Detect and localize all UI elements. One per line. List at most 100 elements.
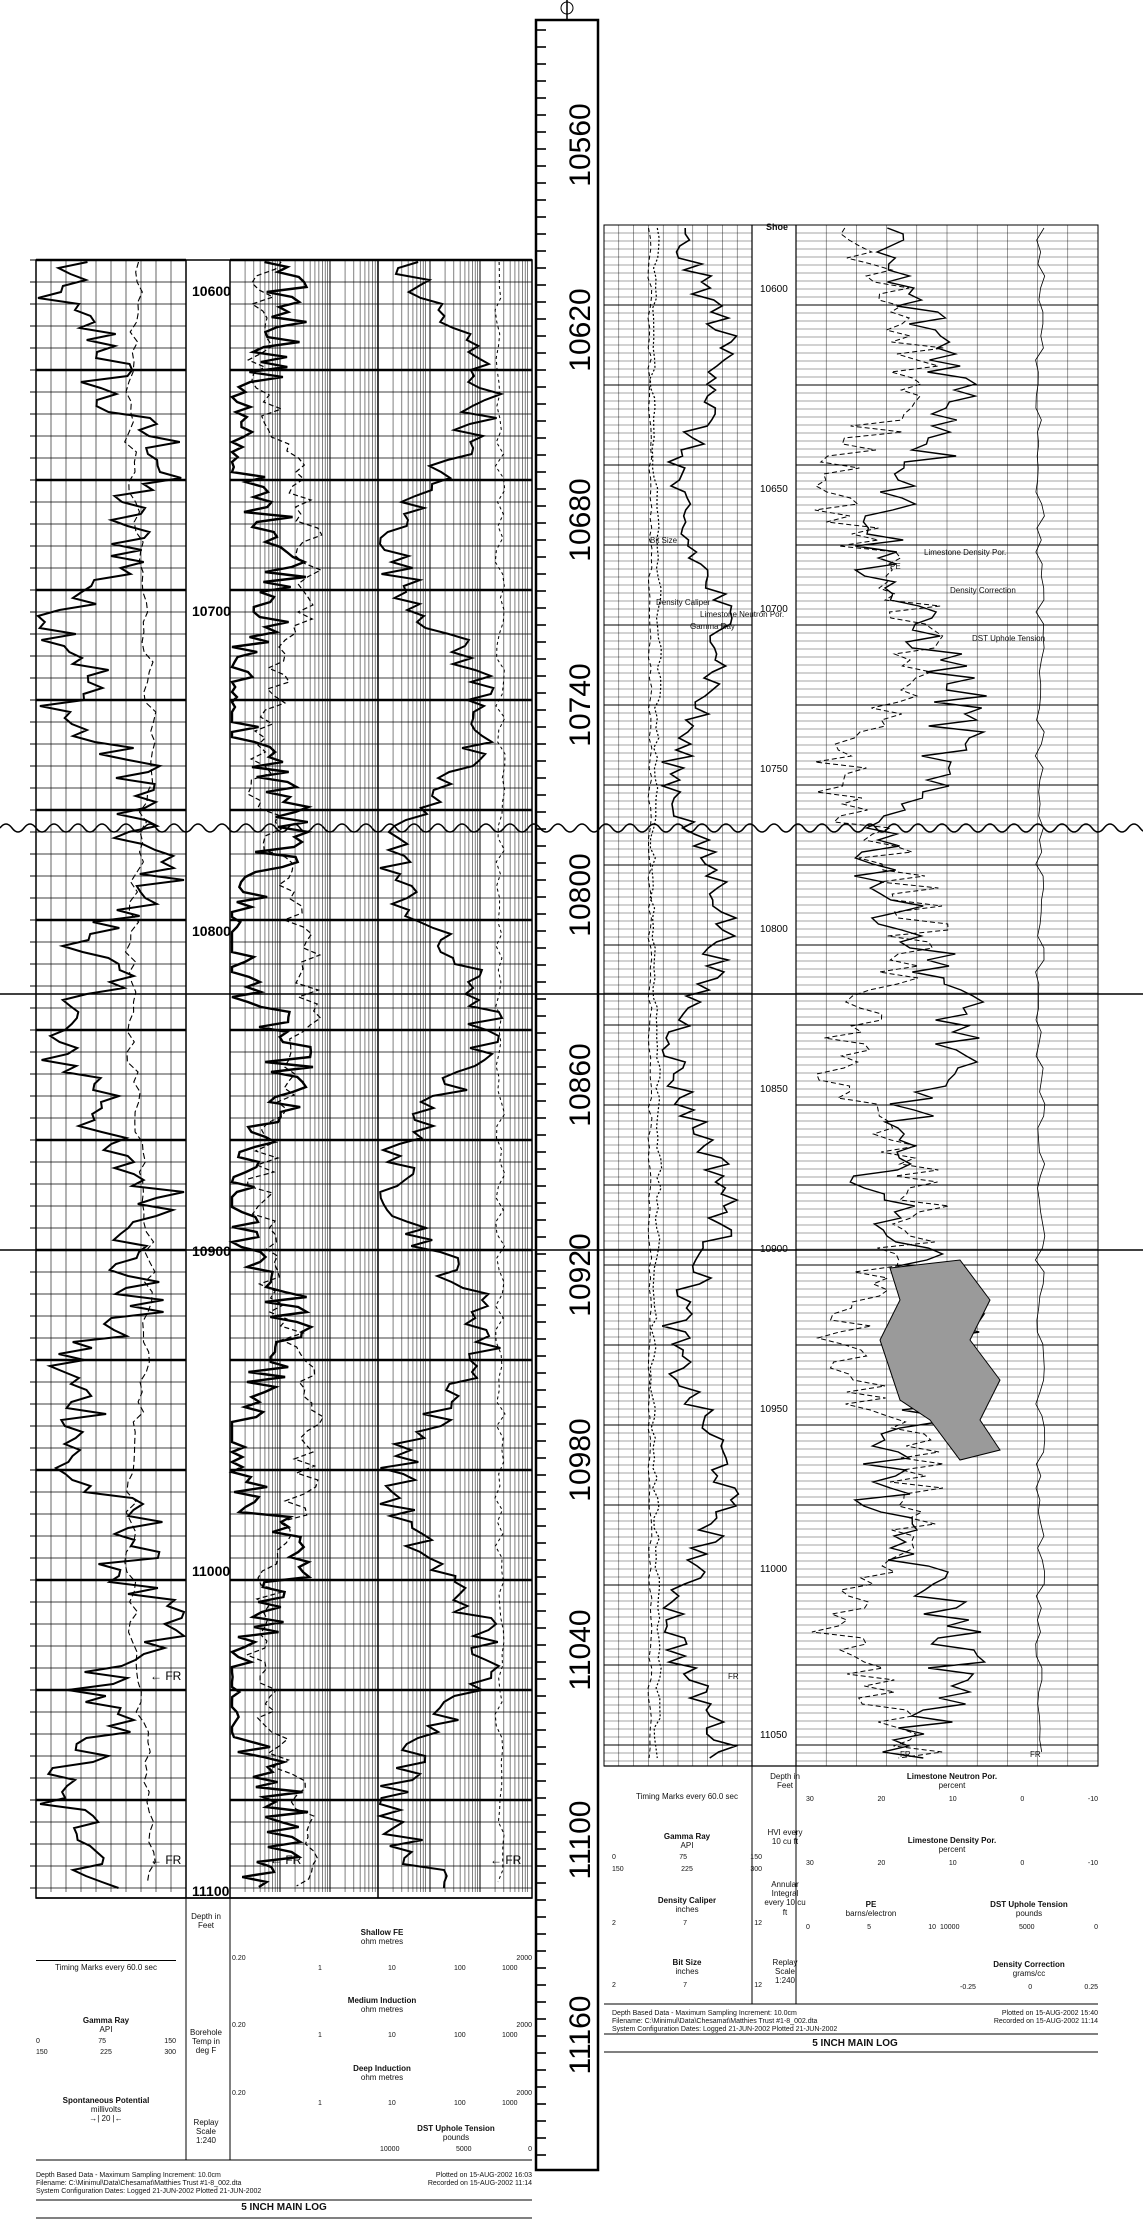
- left-depth-title: Depth in Feet: [191, 1912, 221, 1931]
- right-corr-header: Density Correction grams/cc: [960, 1960, 1098, 1978]
- right-fr-label-2: FR: [900, 1750, 911, 1759]
- left-tension-curve: [494, 261, 506, 1883]
- left-shallow-scale: 0.20 1 10 100 1000 2000: [232, 1955, 532, 1972]
- pe-curve-label: PE: [890, 562, 901, 571]
- gamma-ray-curve-label: Gamma Ray: [690, 622, 735, 631]
- right-bitsize-unit: inches: [675, 1967, 699, 1977]
- right-depth-label: 10950: [760, 1404, 788, 1415]
- left-fr-label: ← FR: [490, 1853, 522, 1867]
- left-gamma-scale1: 0 75 150: [36, 2038, 176, 2045]
- left-medium-unit: ohm metres: [360, 2005, 404, 2015]
- left-log-name: 5 INCH MAIN LOG: [241, 2202, 327, 2213]
- left-depth-label: 10800: [192, 923, 231, 939]
- left-footer-plotted: Plotted on 15-AUG-2002 16:03: [435, 2172, 532, 2179]
- limestone-neutron-curve-label: Limestone Neutron Por.: [700, 610, 785, 619]
- center-depth-label: 10560: [564, 103, 597, 186]
- left-tension-name: DST Uphole Tension: [417, 2124, 495, 2133]
- limestone-density-curve-label: Limestone Density Por.: [924, 548, 1007, 557]
- right-pe-scale: 0 5 10: [806, 1924, 936, 1931]
- right-footer-info: Depth Based Data - Maximum Sampling Incr…: [612, 2010, 912, 2034]
- left-footer-filename: Filename: C:\Minimul\Data\Chesamat\Matth…: [36, 2180, 242, 2188]
- right-gamma-scale1: 0 75 150: [612, 1854, 762, 1861]
- left-depth-label: 11000: [192, 1563, 230, 1579]
- right-caliper-curve: [649, 227, 663, 1759]
- left-shallow-header: Shallow FE ohm metres: [232, 1928, 532, 1946]
- right-depth-label: 11050: [760, 1730, 788, 1741]
- right-log-name: 5 INCH MAIN LOG: [812, 2038, 898, 2049]
- right-corr-name: Density Correction: [993, 1960, 1065, 1969]
- right-depth-label: 10650: [760, 484, 788, 495]
- right-caliper-name: Density Caliper: [657, 1896, 717, 1905]
- right-footer-filename: Filename: C:\Minimul\Data\Chesamat\Matth…: [612, 2018, 818, 2026]
- section-break-wave: [0, 823, 1143, 833]
- center-depth-label: 11160: [564, 1996, 597, 2075]
- right-gamma-header: Gamma Ray API: [612, 1832, 762, 1850]
- right-pe-name: PE: [865, 1900, 877, 1909]
- left-replay-title: Replay Scale 1:240: [193, 2118, 219, 2146]
- right-density-header: Limestone Density Por. percent: [806, 1836, 1098, 1854]
- right-depth-label: 10800: [760, 924, 788, 935]
- right-pe-header: PE barns/electron: [806, 1900, 936, 1918]
- left-deep-name: Deep Induction: [353, 2064, 411, 2073]
- right-footer-recorded: Recorded on 15-AUG-2002 11:14: [993, 2018, 1098, 2026]
- left-sp-name: Spontaneous Potential: [62, 2096, 150, 2105]
- right-neutron-scale: 30 20 10 0 -10: [806, 1796, 1098, 1803]
- right-tension-name: DST Uphole Tension: [990, 1900, 1068, 1909]
- left-gamma-header: Gamma Ray API: [36, 2016, 176, 2034]
- left-footer-sampling: Depth Based Data - Maximum Sampling Incr…: [36, 2172, 221, 2179]
- center-depth-label: 10920: [564, 1233, 597, 1316]
- left-shallow-unit: ohm metres: [360, 1937, 404, 1947]
- right-depth-label: 10600: [760, 284, 788, 295]
- left-shallow-curve: [228, 260, 315, 1889]
- center-depth-label: 10620: [564, 288, 597, 371]
- left-depth-label: 11100: [192, 1883, 230, 1899]
- shoe-label: Shoe: [766, 222, 789, 232]
- right-caliper-header: Density Caliper inches: [612, 1896, 762, 1914]
- right-footer-plotted: Plotted on 15-AUG-2002 15:40: [1001, 2010, 1098, 2017]
- left-deep-unit: ohm metres: [360, 2073, 404, 2083]
- right-corr-scale: -0.25 0 0.25: [960, 1984, 1098, 1991]
- center-depth-label: 11100: [564, 1801, 597, 1880]
- right-gamma-scale2: 150 225 300: [612, 1866, 762, 1873]
- left-depth-label: 10600: [192, 283, 231, 299]
- left-depth-label: 10700: [192, 603, 231, 619]
- left-tension-header: DST Uphole Tension pounds: [380, 2124, 532, 2142]
- right-neutron-name: Limestone Neutron Por.: [906, 1772, 998, 1781]
- right-correction-curve: [1034, 227, 1046, 1753]
- left-sp-curve: [124, 261, 157, 1883]
- right-gamma-unit: API: [680, 1841, 694, 1851]
- left-gamma-name: Gamma Ray: [82, 2016, 130, 2025]
- left-deep-scale: 0.20 1 10 100 1000 2000: [232, 2090, 532, 2107]
- left-deep-curve: [376, 261, 505, 1889]
- right-fr-label-3: FR: [1030, 1750, 1041, 1759]
- right-gamma-name: Gamma Ray: [663, 1832, 711, 1841]
- right-bitsize-header: Bit Size inches: [612, 1958, 762, 1976]
- left-medium-name: Medium Induction: [347, 1996, 417, 2005]
- right-depth-label: 10700: [760, 604, 788, 615]
- left-fr-label: ← FR: [270, 1853, 302, 1867]
- left-shallow-name: Shallow FE: [360, 1928, 404, 1937]
- right-tension-header: DST Uphole Tension pounds: [960, 1900, 1098, 1918]
- right-depth-label: 11000: [760, 1564, 788, 1575]
- right-caliper-scale: 2 7 12: [612, 1920, 762, 1927]
- left-timing-label: Timing Marks every 60.0 sec: [36, 1960, 176, 1972]
- right-density-curve: [811, 227, 949, 1759]
- center-depth-label: 10800: [564, 853, 597, 936]
- left-sp-scale: →| 20 |←: [89, 2114, 123, 2124]
- center-depth-label: 10860: [564, 1043, 597, 1126]
- right-density-unit: percent: [938, 1845, 966, 1855]
- right-gamma-ray-curve: [660, 227, 740, 1759]
- right-depth-label: 10750: [760, 764, 788, 775]
- left-medium-header: Medium Induction ohm metres: [232, 1996, 532, 2014]
- right-bitsize-name: Bit Size: [672, 1958, 702, 1967]
- right-footer-dates: Plotted on 15-AUG-2002 15:40 Recorded on…: [946, 2010, 1098, 2026]
- right-crossover-shading: [879, 1259, 1001, 1461]
- right-depth-label: 10900: [760, 1244, 788, 1255]
- right-fr-label-1: FR: [728, 1672, 739, 1681]
- left-fr-label: ← FR: [150, 1853, 182, 1867]
- dst-tension-curve-label: DST Uphole Tension: [972, 634, 1046, 643]
- left-tension-scale: 10000 5000 0: [380, 2146, 532, 2153]
- right-tension-scale: 10000 5000 0: [940, 1924, 1098, 1931]
- left-gamma-unit: API: [99, 2025, 113, 2035]
